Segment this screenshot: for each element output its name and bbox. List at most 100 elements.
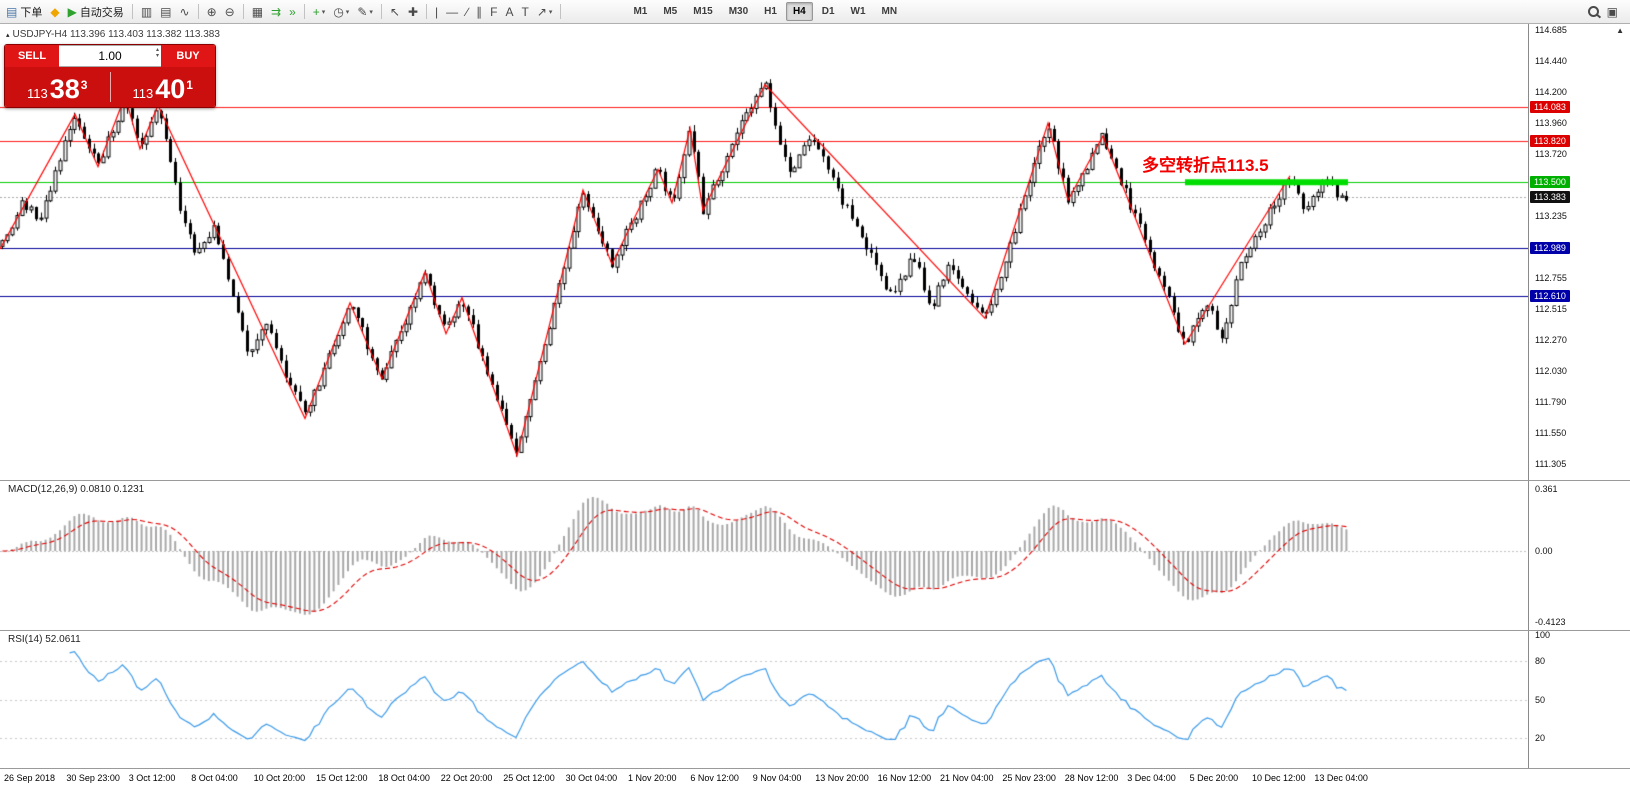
channel-icon[interactable]: ∥ <box>473 2 485 22</box>
auto-scroll-icon[interactable]: ⇉ <box>268 2 284 22</box>
bar-chart-type-icon[interactable]: ▥ <box>138 2 155 22</box>
timeframe-h1[interactable]: H1 <box>764 6 777 17</box>
sell-button[interactable]: SELL <box>5 45 59 67</box>
time-axis-label: 22 Oct 20:00 <box>440 773 493 783</box>
indicators-button[interactable]: + ▾ <box>310 2 329 22</box>
zoom-in-icon[interactable]: ⊕ <box>204 2 220 22</box>
bar-chart-type-icon: ▥ <box>140 4 153 19</box>
time-axis-label: 26 Sep 2018 <box>4 773 56 783</box>
zoom-out-icon: ⊖ <box>224 4 235 19</box>
timeframe-w1[interactable]: W1 <box>850 6 866 17</box>
window-layout-icon[interactable]: ▣ <box>1604 2 1621 22</box>
cursor-icon[interactable]: ↖ <box>387 2 403 22</box>
sell-price[interactable]: 113 38 3 <box>5 67 110 107</box>
price-axis-label: 114.200 <box>1535 87 1567 98</box>
time-axis-label: 10 Dec 12:00 <box>1252 773 1306 783</box>
autotrade-icon: ▶ <box>67 4 77 19</box>
volume-input[interactable]: 1.00 ▴ ▾ <box>59 45 161 67</box>
spin-down-icon[interactable]: ▾ <box>155 53 159 59</box>
symbol-info: ▴ USDJPY-H4 113.396 113.403 113.382 113.3… <box>6 29 220 40</box>
periods-icon: ◷ <box>333 4 344 19</box>
toolbar: ▤ 下单 ◆ ▶ 自动交易 ▥ ▤ ∿ ⊕ ⊖ ▦ ⇉» + ▾ ◷ ▾ ✎ ▾ ↖ ✚ | — ∕ ∥ F A T ↗ ▾ M1 M5 M… <box>0 0 1630 24</box>
buy-price-big-figure: 113 <box>132 86 154 102</box>
autotrade-button[interactable]: ▶ 自动交易 <box>65 2 127 22</box>
scroll-to-end-marker[interactable]: ▲ <box>1616 26 1624 35</box>
text-label-icon: T <box>521 4 529 19</box>
horizontal-line-icon[interactable]: — <box>443 2 461 22</box>
chart-marker-icon: ▴ <box>6 32 10 39</box>
chart-shift-icon[interactable]: » <box>286 2 299 22</box>
search-icon[interactable] <box>1585 2 1602 22</box>
buy-price-pips: 40 <box>155 74 186 105</box>
rsi-canvas[interactable] <box>0 631 1528 768</box>
tile-windows-icon[interactable]: ▦ <box>249 2 266 22</box>
toolbar-separator <box>303 4 305 19</box>
timeframe-m1[interactable]: M1 <box>633 6 648 17</box>
line-chart-type-icon: ∿ <box>179 4 190 19</box>
price-axis-label: 111.305 <box>1535 459 1567 470</box>
buy-price-fraction: 1 <box>186 78 193 92</box>
timeframe-h4[interactable]: H4 <box>785 2 813 21</box>
candlestick-chart-type-icon[interactable]: ▤ <box>157 2 174 22</box>
panel-separator[interactable] <box>0 480 1630 481</box>
zoom-out-icon[interactable]: ⊖ <box>222 2 238 22</box>
timeframe-m30[interactable]: M30 <box>728 6 749 17</box>
shapes-icon: ↗ <box>536 4 547 19</box>
price-tag: 113.383 <box>1530 191 1570 204</box>
price-axis-label: 111.550 <box>1535 427 1567 438</box>
macd-label: MACD(12,26,9) 0.0810 0.1231 <box>8 484 145 495</box>
metaquotes-icon[interactable]: ◆ <box>47 2 62 22</box>
time-axis-label: 5 Dec 20:00 <box>1189 773 1239 783</box>
timeframe-mn[interactable]: MN <box>881 6 898 17</box>
tile-windows-icon: ▦ <box>251 4 264 19</box>
rsi-label: RSI(14) 52.0611 <box>8 634 81 645</box>
chevron-down-icon: ▾ <box>548 8 553 16</box>
panel-separator[interactable] <box>0 630 1630 631</box>
buy-price[interactable]: 113 40 1 <box>111 67 216 107</box>
vertical-line-icon: | <box>435 4 439 19</box>
new-order-button[interactable]: ▤ 下单 <box>3 2 45 22</box>
time-axis-label: 30 Sep 23:00 <box>66 773 120 783</box>
text-icon[interactable]: A <box>503 2 517 22</box>
spin-up-icon[interactable]: ▴ <box>155 47 159 53</box>
shapes-button[interactable]: ↗ ▾ <box>534 2 556 22</box>
time-axis-label: 6 Nov 12:00 <box>690 773 739 783</box>
price-axis-label: 114.685 <box>1535 25 1567 36</box>
macd-canvas[interactable] <box>0 481 1528 630</box>
time-axis[interactable]: 26 Sep 2018 30 Sep 23:00 3 Oct 12:00 8 Oct … <box>0 768 1630 812</box>
time-axis-label: 30 Oct 04:00 <box>565 773 618 783</box>
timeframe-buttons: M1 M5 M15 M30 H1 H4 D1 W1 MN <box>625 2 905 21</box>
timeframe-m15[interactable]: M15 <box>693 6 713 17</box>
window-grid-icon: ▣ <box>1606 4 1618 19</box>
macd-axis-label: 0.361 <box>1535 484 1558 495</box>
chevron-down-icon: ▾ <box>321 8 326 16</box>
trendline-icon[interactable]: ∕ <box>463 2 471 22</box>
candlestick-chart-type-icon: ▤ <box>160 4 172 19</box>
periods-button[interactable]: ◷ ▾ <box>330 2 352 22</box>
templates-button[interactable]: ✎ ▾ <box>354 2 376 22</box>
timeframe-d1[interactable]: D1 <box>821 6 835 17</box>
rsi-axis-label: 80 <box>1535 655 1546 666</box>
line-chart-type-icon[interactable]: ∿ <box>177 2 193 22</box>
text-label-icon[interactable]: T <box>519 2 532 22</box>
volume-spinner[interactable]: ▴ ▾ <box>156 47 159 59</box>
time-axis-label: 13 Dec 04:00 <box>1314 773 1368 783</box>
timeframe-m5[interactable]: M5 <box>663 6 678 17</box>
autotrade-button-label: 自动交易 <box>79 6 124 19</box>
new-order-icon: ▤ <box>6 4 18 19</box>
price-axis-label: 113.720 <box>1535 148 1567 159</box>
time-axis-label: 18 Oct 04:00 <box>378 773 430 783</box>
vertical-line-icon[interactable]: | <box>432 2 441 22</box>
crosshair-icon[interactable]: ✚ <box>405 2 421 22</box>
time-axis-label: 21 Nov 04:00 <box>940 773 994 783</box>
buy-button[interactable]: BUY <box>161 45 215 67</box>
zoom-in-icon: ⊕ <box>206 4 217 19</box>
price-axis[interactable]: ▲ 114.685 114.440 114.200 113.960 113.720 113… <box>1529 24 1630 480</box>
time-axis-label: 8 Oct 04:00 <box>191 773 238 783</box>
crosshair-icon: ✚ <box>407 4 419 19</box>
one-click-trading-panel: SELL 1.00 ▴ ▾ BUY 113 38 3 113 40 1 <box>4 44 216 108</box>
price-axis-label: 112.270 <box>1535 335 1567 346</box>
fibonacci-icon[interactable]: F <box>487 2 500 22</box>
price-chart-canvas[interactable] <box>0 24 1528 480</box>
